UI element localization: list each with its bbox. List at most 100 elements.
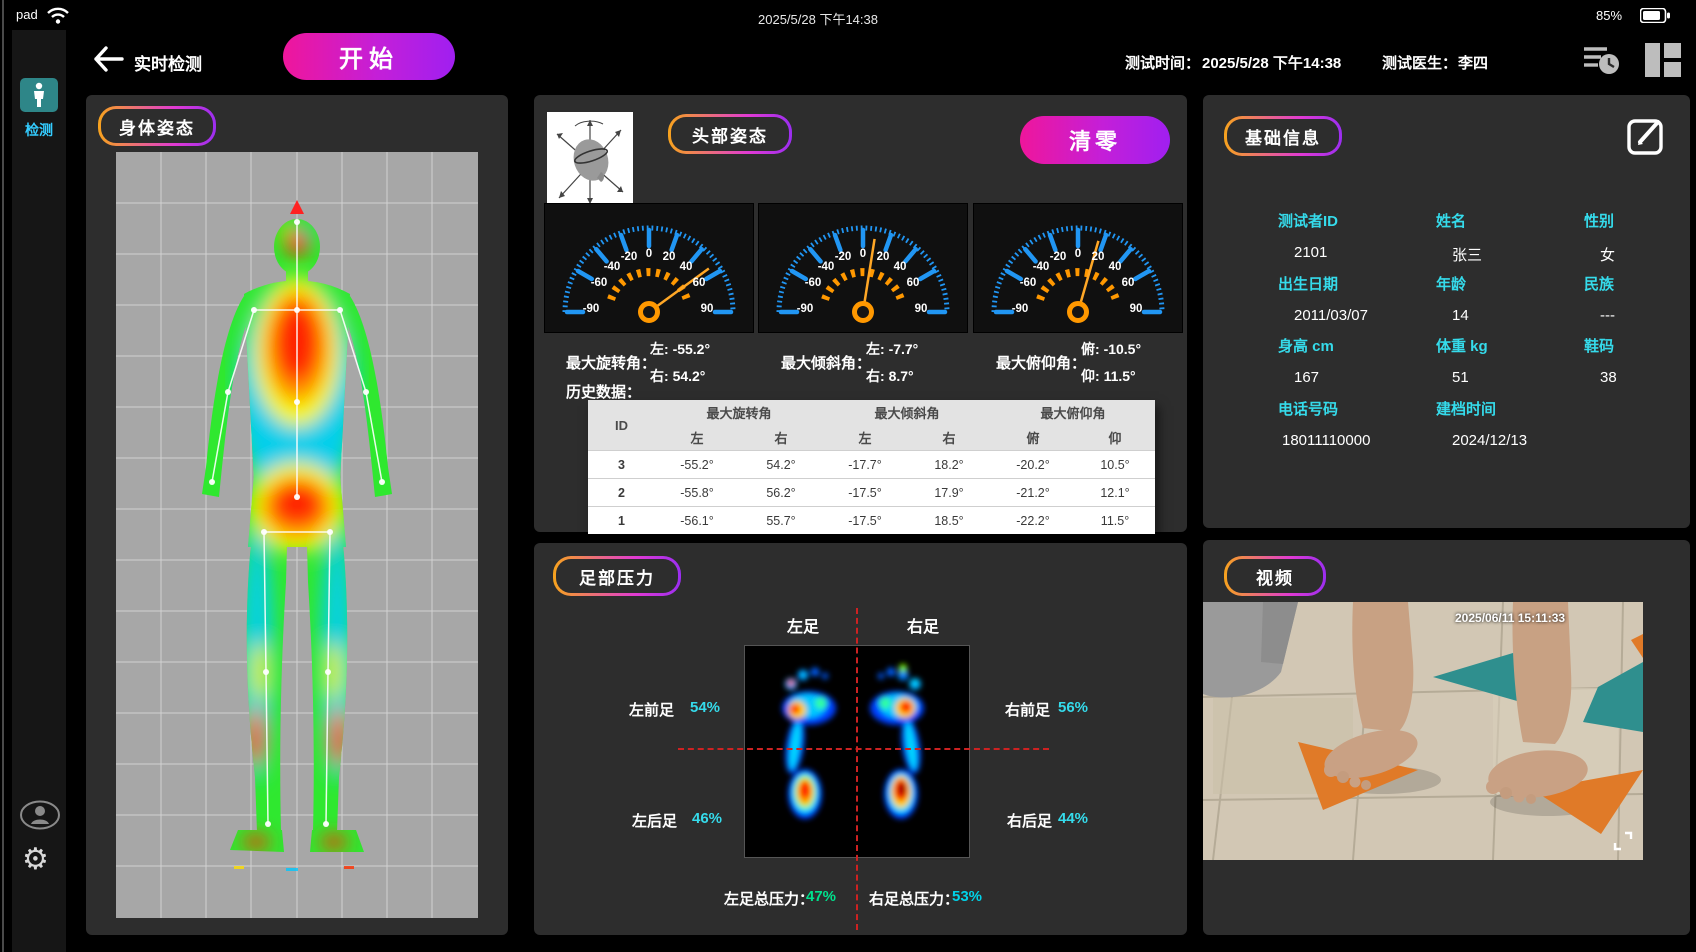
field-label: 鞋码 [1584, 338, 1615, 355]
rotation-right-value: 54.2° [672, 368, 706, 384]
field-value: 2101 [1294, 244, 1328, 261]
gauge-tick: -60 [1019, 277, 1037, 289]
field-label: 民族 [1584, 276, 1615, 293]
head-posture-title: 头部姿态 [671, 117, 789, 151]
right-foot-title: 右足 [907, 619, 940, 636]
gauge-tick: -90 [582, 303, 600, 315]
history-data-label: 历史数据： [566, 384, 642, 401]
pitch-up-value: 11.5° [1103, 368, 1136, 384]
gauge-tick: 0 [1074, 248, 1082, 260]
gauge-rotation: -90 -60 -40 -20 0 20 40 60 90 [544, 203, 754, 333]
status-datetime: 2025/5/28 下午14:38 [758, 12, 878, 27]
edit-icon[interactable] [1626, 114, 1666, 156]
field-label: 测试者ID [1278, 213, 1339, 230]
gauge-tick: 60 [692, 277, 706, 289]
field-label: 电话号码 [1278, 401, 1339, 418]
right-total-value: 53% [952, 888, 983, 905]
field-label: 年龄 [1436, 276, 1467, 293]
sidebar-item-detect-label: 检测 [25, 122, 53, 138]
col-sub: 仰 [1075, 424, 1155, 451]
left-forefoot-label: 左前足 [629, 702, 675, 719]
video-title: 视频 [1227, 559, 1323, 593]
battery-percent: 85% [1596, 8, 1623, 23]
pitch-down-value: -10.5° [1103, 341, 1142, 357]
field-value: 167 [1294, 369, 1320, 386]
left-foot-title: 左足 [787, 619, 820, 636]
clear-button[interactable]: 清零 [1020, 116, 1170, 164]
field-value: 2024/12/13 [1452, 432, 1528, 449]
gauge-tick: 20 [876, 251, 890, 263]
left-heel-value: 46% [692, 810, 723, 827]
gauge-tick: 40 [679, 261, 693, 273]
start-button[interactable]: 开始 [283, 33, 455, 80]
tilt-right-value: 8.7° [888, 368, 914, 384]
head-axis-image [547, 112, 633, 210]
col-group-rotation: 最大旋转角 [655, 400, 823, 424]
doctor-name: 李四 [1458, 55, 1489, 72]
body-thermal-image [116, 152, 478, 918]
field-value: 女 [1600, 247, 1616, 264]
col-id: ID [588, 400, 655, 451]
gauge-tick: -40 [1032, 261, 1050, 273]
rotation-left-label: 左: [650, 341, 669, 357]
video-pill: 视频 [1224, 556, 1326, 596]
pitch-metric-label: 最大俯仰角： [996, 355, 1087, 372]
test-time-value: 2025/5/28 下午14:38 [1202, 55, 1342, 72]
right-heel-label: 右后足 [1007, 813, 1053, 830]
tilt-left-label: 左: [866, 341, 885, 357]
page-title: 实时检测 [134, 55, 202, 74]
right-total-label: 右足总压力： [869, 891, 960, 908]
gauge-tick: -60 [590, 277, 608, 289]
field-value: 18011110000 [1282, 432, 1371, 449]
history-table[interactable]: ID 最大旋转角 最大倾斜角 最大俯仰角 左 右 左 右 俯 仰 3 -55.2… [588, 400, 1155, 534]
basic-info-pill: 基础信息 [1224, 116, 1342, 156]
gauge-tick: -20 [620, 251, 638, 263]
avatar-icon[interactable] [20, 800, 60, 830]
pitch-up-label: 仰: [1081, 368, 1100, 384]
table-row[interactable]: 3 -55.2° 54.2° -17.7° 18.2° -20.2° 10.5° [588, 450, 1155, 479]
table-row[interactable]: 1 -56.1° 55.7° -17.5° 18.5° -22.2° 11.5° [588, 506, 1155, 534]
head-marker-arrow [290, 200, 304, 214]
foot-pressure-pill: 足部压力 [553, 556, 681, 596]
gauge-tick: 20 [662, 251, 676, 263]
left-forefoot-value: 54% [690, 699, 721, 716]
fullscreen-icon[interactable] [1612, 830, 1634, 852]
tilt-metric-label: 最大倾斜角： [781, 355, 872, 372]
right-forefoot-label: 右前足 [1005, 702, 1051, 719]
field-value: 14 [1452, 307, 1469, 324]
gauge-tick: -20 [1049, 251, 1067, 263]
tilt-right-label: 右: [866, 368, 885, 384]
col-group-pitch: 最大俯仰角 [991, 400, 1155, 424]
field-label: 身高 cm [1278, 338, 1334, 355]
field-value: 38 [1600, 369, 1617, 386]
foot-pressure-title: 足部压力 [556, 559, 678, 593]
gear-icon[interactable]: ⚙ [22, 843, 49, 876]
left-total-value: 47% [806, 888, 837, 905]
back-icon[interactable] [92, 46, 124, 72]
left-total-label: 左足总压力： [724, 891, 815, 908]
gauge-tick: -90 [1011, 303, 1029, 315]
gauge-tick: -40 [603, 261, 621, 273]
right-forefoot-value: 56% [1058, 699, 1089, 716]
gauge-tick: 90 [914, 303, 928, 315]
layout-icon[interactable] [1645, 43, 1681, 77]
body-posture-pill: 身体姿态 [98, 106, 216, 146]
field-value: 张三 [1452, 247, 1483, 264]
gauge-tick: -60 [804, 277, 822, 289]
gauge-tick: -90 [796, 303, 814, 315]
video-timestamp: 2025/06/11 15:11:33 [1455, 611, 1566, 625]
basic-info-title: 基础信息 [1227, 119, 1339, 153]
video-frame[interactable] [1203, 602, 1643, 860]
body-posture-title: 身体姿态 [101, 109, 213, 143]
sidebar-item-detect[interactable] [20, 78, 58, 112]
gauge-tick: 40 [1108, 261, 1122, 273]
right-heel-value: 44% [1058, 810, 1089, 827]
gauge-tick: 40 [893, 261, 907, 273]
history-icon[interactable] [1583, 44, 1621, 76]
table-row[interactable]: 2 -55.8° 56.2° -17.5° 17.9° -21.2° 12.1° [588, 478, 1155, 507]
foot-center-dashed-line [856, 608, 858, 930]
col-sub: 俯 [991, 424, 1075, 451]
gauge-tick: -40 [817, 261, 835, 273]
gauge-pitch: -90 -60 -40 -20 0 20 40 60 90 [973, 203, 1183, 333]
